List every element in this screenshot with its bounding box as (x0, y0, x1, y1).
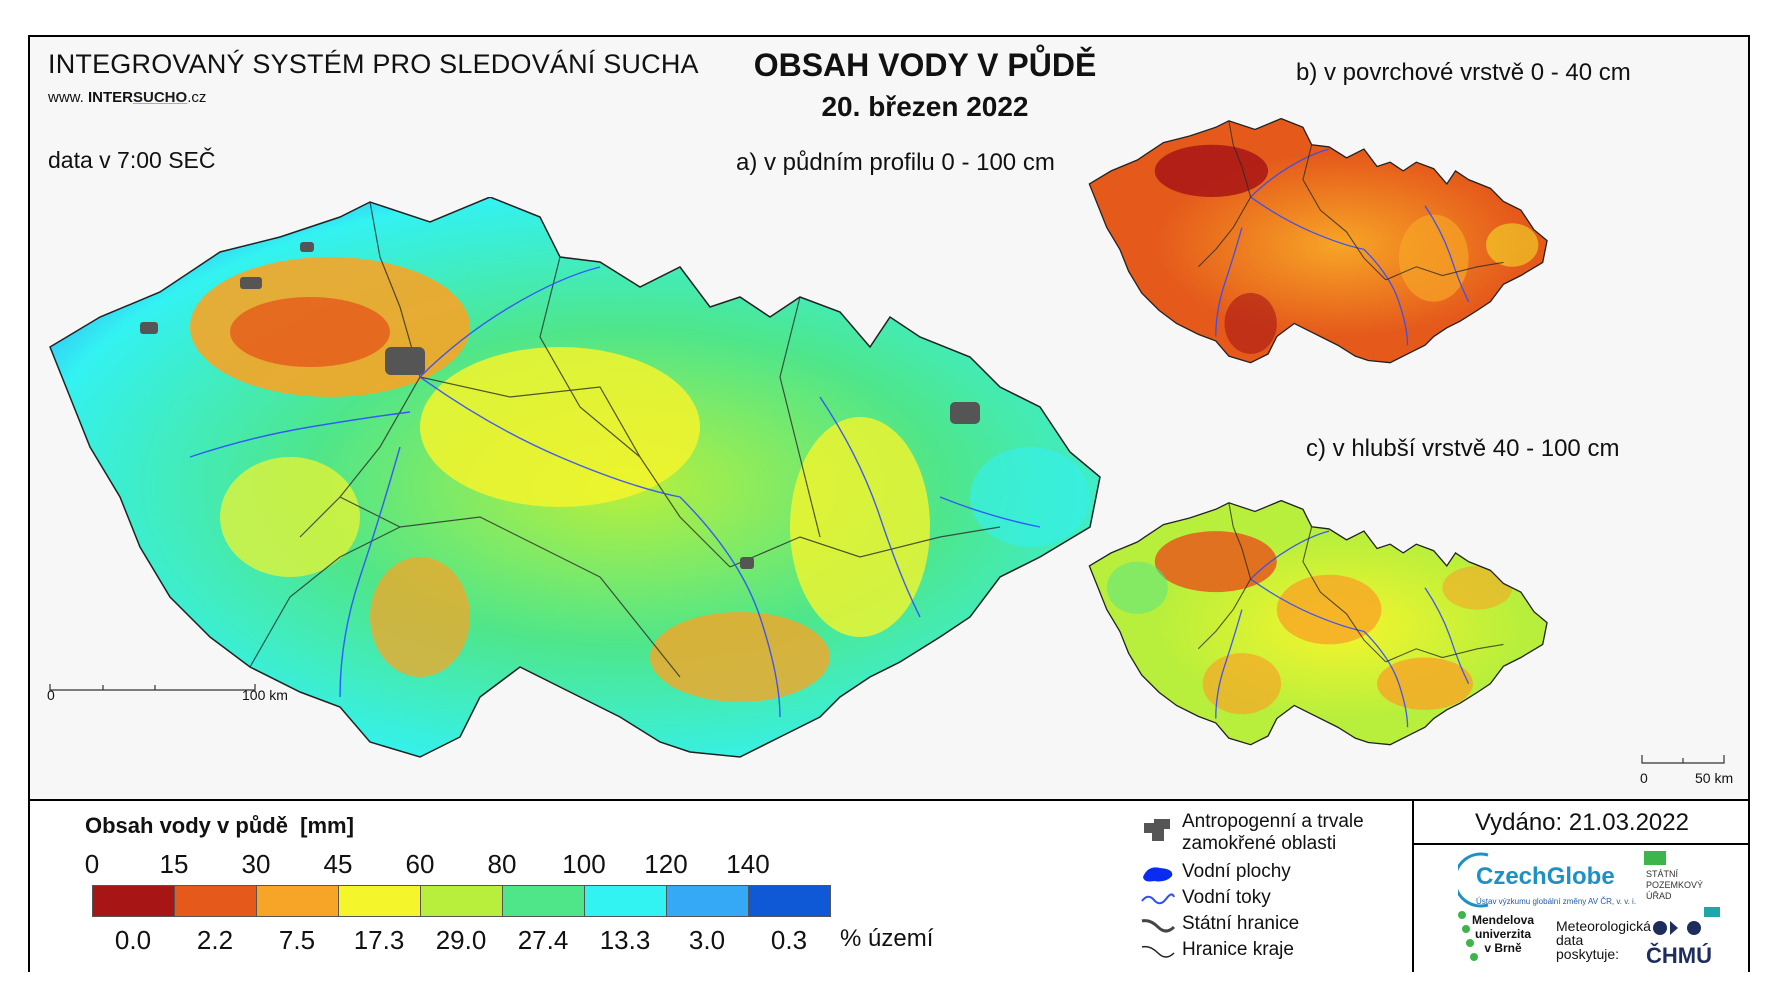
scale-c-zero: 0 (1640, 770, 1648, 786)
legend-swatch-1 (174, 885, 257, 917)
state-border-icon (1141, 919, 1176, 933)
legend-percent: 0.0 (114, 925, 152, 955)
page-date: 20. březen 2022 (821, 91, 1029, 122)
legend-region-border-label: Hranice kraje (1182, 939, 1294, 960)
legend-tick: 60 (405, 849, 435, 879)
map-b-label: b) v povrchové vrstvě 0 - 40 cm (1296, 59, 1631, 86)
map-area: INTEGROVANÝ SYSTÉM PRO SLEDOVÁNÍ SUCHA w… (30, 37, 1748, 797)
legend-tick: 15 (159, 849, 189, 879)
czechglobe-logo-text[interactable]: CzechGlobe (1476, 863, 1615, 890)
legend-percent: 13.3 (599, 925, 651, 955)
legend-swatch-5 (502, 885, 585, 917)
chmu-logo-icon (1653, 921, 1701, 935)
legend-swatch-8 (748, 885, 831, 917)
scale-bar-a (49, 684, 256, 691)
issued-panel: Vydáno: 21.03.2022 CzechGlobe Ústav výzk… (1412, 801, 1750, 972)
water-body-icon (1143, 867, 1173, 882)
page-title: OBSAH VODY V PŮDĚ (753, 47, 1097, 83)
legend-swatch-6 (584, 885, 667, 917)
issued-divider (1414, 843, 1750, 845)
legend-percent: 2.2 (196, 925, 234, 955)
legend-urban-label-1: Antropogenní a trvale (1182, 811, 1364, 832)
legend-title: Obsah vody v půdě [mm] (85, 813, 354, 838)
spu-logo-icon (1644, 851, 1720, 917)
czechglobe-subtitle: Ústav výzkumu globální změny AV ČR, v. v… (1476, 897, 1637, 906)
scale-c-end: 50 km (1695, 770, 1734, 786)
legend-percent: 7.5 (278, 925, 316, 955)
website-link[interactable]: www. INTERSUCHO.cz (48, 89, 207, 106)
legend-swatch-0 (92, 885, 175, 917)
mendel-logo-icon (1458, 911, 1478, 961)
legend-percent: 27.4 (517, 925, 569, 955)
map-frame: INTEGROVANÝ SYSTÉM PRO SLEDOVÁNÍ SUCHA w… (28, 35, 1750, 972)
legend-percent-unit: % území (840, 925, 934, 952)
system-title: INTEGROVANÝ SYSTÉM PRO SLEDOVÁNÍ SUCHA (48, 49, 699, 79)
legend-percent: 17.3 (353, 925, 405, 955)
legend-tick: 140 (726, 849, 770, 879)
legend-tick: 120 (644, 849, 688, 879)
legend-river-label: Vodní toky (1182, 887, 1271, 908)
legend-swatch-2 (256, 885, 339, 917)
scale-a-zero: 0 (47, 687, 55, 703)
legend-percent: 3.0 (688, 925, 726, 955)
legend-tick: 30 (241, 849, 271, 879)
map-b-surface-0-40 (1088, 117, 1548, 364)
legend-tick: 100 (562, 849, 606, 879)
scale-bar-c (1641, 755, 1725, 764)
legend-tick: 0 (84, 849, 100, 879)
legend-swatch-7 (666, 885, 749, 917)
issued-date: Vydáno: 21.03.2022 (1475, 809, 1689, 836)
czechglobe-logo-icon (1458, 852, 1489, 908)
legend-percent: 0.3 (770, 925, 808, 955)
map-c-label: c) v hlubší vrstvě 40 - 100 cm (1306, 435, 1620, 462)
spu-logo-text[interactable]: STÁTNÍ POZEMKOVÝ ÚŘAD (1646, 869, 1704, 901)
map-a-profile-0-100 (49, 197, 1101, 758)
legend-swatch-4 (420, 885, 503, 917)
region-border-icon (1141, 945, 1175, 958)
data-time-label: data v 7:00 SEČ (48, 147, 216, 173)
scale-a-end: 100 km (242, 687, 288, 703)
map-c-deep-40-100 (1088, 499, 1548, 746)
mendel-logo-text[interactable]: Mendelova univerzita v Brně (1472, 913, 1535, 955)
legend-tick: 80 (487, 849, 517, 879)
legend-swatch-3 (338, 885, 421, 917)
legend-percent: 29.0 (435, 925, 487, 955)
meteo-data-note: Meteorologická data poskytuje: (1556, 918, 1651, 962)
river-icon (1141, 893, 1175, 905)
legend-state-border-label: Státní hranice (1182, 913, 1300, 934)
urban-area-icon (1144, 819, 1170, 841)
legend-water-body-label: Vodní plochy (1182, 861, 1291, 882)
legend-urban-label-2: zamokřené oblasti (1182, 833, 1337, 854)
map-a-label: a) v půdním profilu 0 - 100 cm (736, 149, 1055, 176)
legend-panel: Obsah vody v půdě [mm] 0 15 30 45 60 80 … (30, 799, 1750, 972)
chmu-logo-text[interactable]: ČHMÚ (1646, 943, 1712, 968)
legend-tick: 45 (323, 849, 353, 879)
